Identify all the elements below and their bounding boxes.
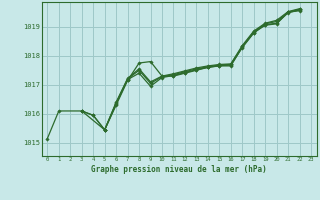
X-axis label: Graphe pression niveau de la mer (hPa): Graphe pression niveau de la mer (hPa): [91, 165, 267, 174]
